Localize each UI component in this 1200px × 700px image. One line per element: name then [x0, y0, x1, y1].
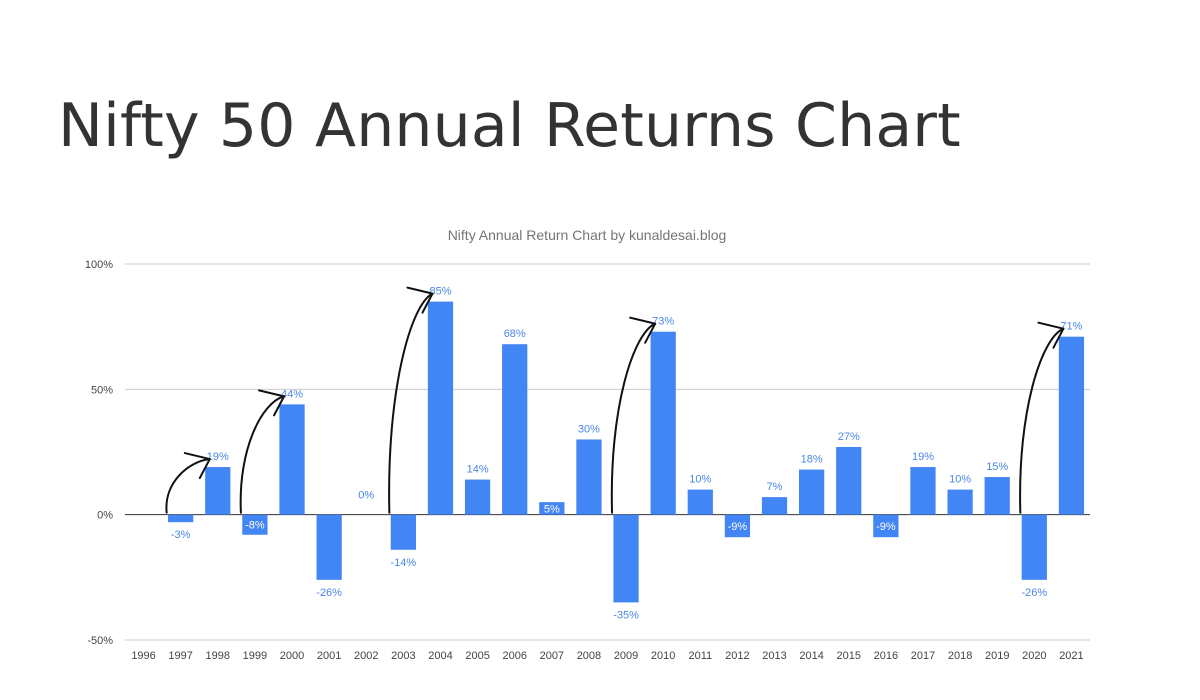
- bar-2012: [724, 514, 751, 538]
- bar-2007: [539, 502, 565, 515]
- x-tick-label: 2015: [837, 650, 861, 662]
- bar-2005: [464, 479, 491, 515]
- x-tick-label: 2012: [725, 650, 749, 662]
- y-tick-label: 0%: [97, 510, 113, 522]
- data-label-1997: -3%: [171, 529, 191, 541]
- bar-1998: [205, 467, 231, 515]
- annotation-arrowhead-2000: [258, 389, 286, 417]
- x-tick-label: 2006: [502, 650, 526, 662]
- data-label-2006: 68%: [504, 328, 526, 340]
- x-tick-label: 2016: [874, 650, 898, 662]
- x-tick-label: 2009: [614, 650, 638, 662]
- x-tick-label: 2002: [354, 650, 378, 662]
- bar-2018: [947, 489, 973, 515]
- bar-2001: [316, 514, 342, 580]
- bar-2021: [1058, 336, 1085, 515]
- annotation-arrow-1997: [165, 458, 211, 514]
- bar-1997: [168, 514, 194, 523]
- data-label-2002: 0%: [358, 490, 374, 502]
- x-tick-label: 2001: [317, 650, 341, 662]
- bars: [168, 301, 1085, 603]
- x-tick-label: 2019: [985, 650, 1009, 662]
- bar-2008: [576, 439, 602, 515]
- data-label-2020: -26%: [1021, 587, 1047, 599]
- bar-chart: Nifty Annual Return Chart by kunaldesai.…: [85, 227, 1090, 662]
- bar-2016: [873, 514, 899, 538]
- x-tick-label: 1998: [206, 650, 230, 662]
- x-tick-label: 2000: [280, 650, 304, 662]
- bar-2006: [502, 344, 528, 515]
- y-tick-label: 50%: [91, 384, 113, 396]
- annotation-arrowhead-1998: [183, 452, 211, 480]
- annotation-arrowhead-2004: [406, 286, 434, 314]
- bar-2020: [1021, 514, 1047, 580]
- bar-2019: [984, 477, 1010, 515]
- gridlines: [125, 263, 1090, 641]
- data-label-2010: 73%: [652, 316, 674, 328]
- bar-2000: [279, 404, 305, 515]
- y-axis-ticks: -50% 0% 50% 100%: [85, 259, 113, 647]
- bar-2009: [613, 514, 639, 603]
- x-tick-label: 2003: [391, 650, 415, 662]
- chart-title: Nifty Annual Return Chart by kunaldesai.…: [448, 227, 727, 243]
- x-tick-label: 1999: [243, 650, 267, 662]
- data-label-2017: 19%: [912, 451, 934, 463]
- x-tick-label: 2014: [799, 650, 823, 662]
- bar-2011: [687, 489, 713, 515]
- annotation-arrowhead-2021: [1037, 321, 1065, 349]
- bar-2015: [836, 446, 862, 515]
- annotation-arrow-1999: [239, 395, 286, 514]
- x-axis-ticks: 1996 1997 1998 1999 2000 2001 2002 2003 2004 2005…: [131, 650, 1083, 662]
- data-label-2000: 44%: [281, 388, 303, 400]
- x-tick-label: 2017: [911, 650, 935, 662]
- data-label-2018: 10%: [949, 474, 971, 486]
- data-label-2021: 71%: [1060, 321, 1082, 333]
- x-tick-label: 1997: [168, 650, 192, 662]
- data-label-1998: 19%: [207, 451, 229, 463]
- data-label-2019: 15%: [986, 461, 1008, 473]
- slide-title: Nifty 50 Annual Returns Chart: [58, 91, 961, 161]
- annotation-arrow-2020: [1019, 327, 1065, 514]
- x-tick-label: 2020: [1022, 650, 1046, 662]
- annotation-arrow-2009: [610, 322, 657, 514]
- data-label-2016: -9%: [876, 521, 896, 533]
- bar-2004: [427, 301, 454, 515]
- x-tick-label: 1996: [131, 650, 155, 662]
- data-label-2004: 85%: [429, 286, 451, 298]
- data-label-2012: -9%: [728, 521, 748, 533]
- annotation-arrow-2003: [388, 292, 434, 514]
- data-label-2007: 5%: [544, 503, 560, 515]
- annotation-arrowhead-2010: [629, 316, 657, 344]
- data-labels: -3% 19% -8% 44% -26% 0% -14% 85% 14% 68% 5% 30% -35%…: [171, 286, 1083, 622]
- x-tick-label: 2018: [948, 650, 972, 662]
- bar-2010: [650, 331, 676, 515]
- x-tick-label: 2010: [651, 650, 675, 662]
- data-label-2011: 10%: [689, 474, 711, 486]
- data-label-2001: -26%: [316, 587, 342, 599]
- data-label-2013: 7%: [767, 481, 783, 493]
- bar-2014: [799, 469, 825, 515]
- data-label-2005: 14%: [467, 464, 489, 476]
- y-tick-label: 100%: [85, 259, 113, 271]
- x-tick-label: 2011: [688, 650, 712, 662]
- y-tick-label: -50%: [87, 635, 113, 647]
- x-tick-label: 2008: [577, 650, 601, 662]
- bar-1999: [242, 514, 268, 535]
- data-label-1999: -8%: [245, 520, 265, 532]
- chart-container: Nifty Annual Return Chart by kunaldesai.…: [70, 215, 1120, 675]
- x-tick-label: 2007: [540, 650, 564, 662]
- data-label-2008: 30%: [578, 423, 600, 435]
- bar-2013: [761, 497, 788, 515]
- handwritten-annotations: [165, 286, 1065, 514]
- bar-2017: [910, 467, 936, 515]
- x-tick-label: 2004: [428, 650, 452, 662]
- data-label-2015: 27%: [838, 431, 860, 443]
- data-label-2009: -35%: [613, 609, 639, 621]
- bar-2003: [390, 514, 416, 550]
- x-tick-label: 2021: [1059, 650, 1083, 662]
- x-tick-label: 2013: [762, 650, 786, 662]
- data-label-2014: 18%: [801, 454, 823, 466]
- data-label-2003: -14%: [391, 557, 417, 569]
- x-tick-label: 2005: [465, 650, 489, 662]
